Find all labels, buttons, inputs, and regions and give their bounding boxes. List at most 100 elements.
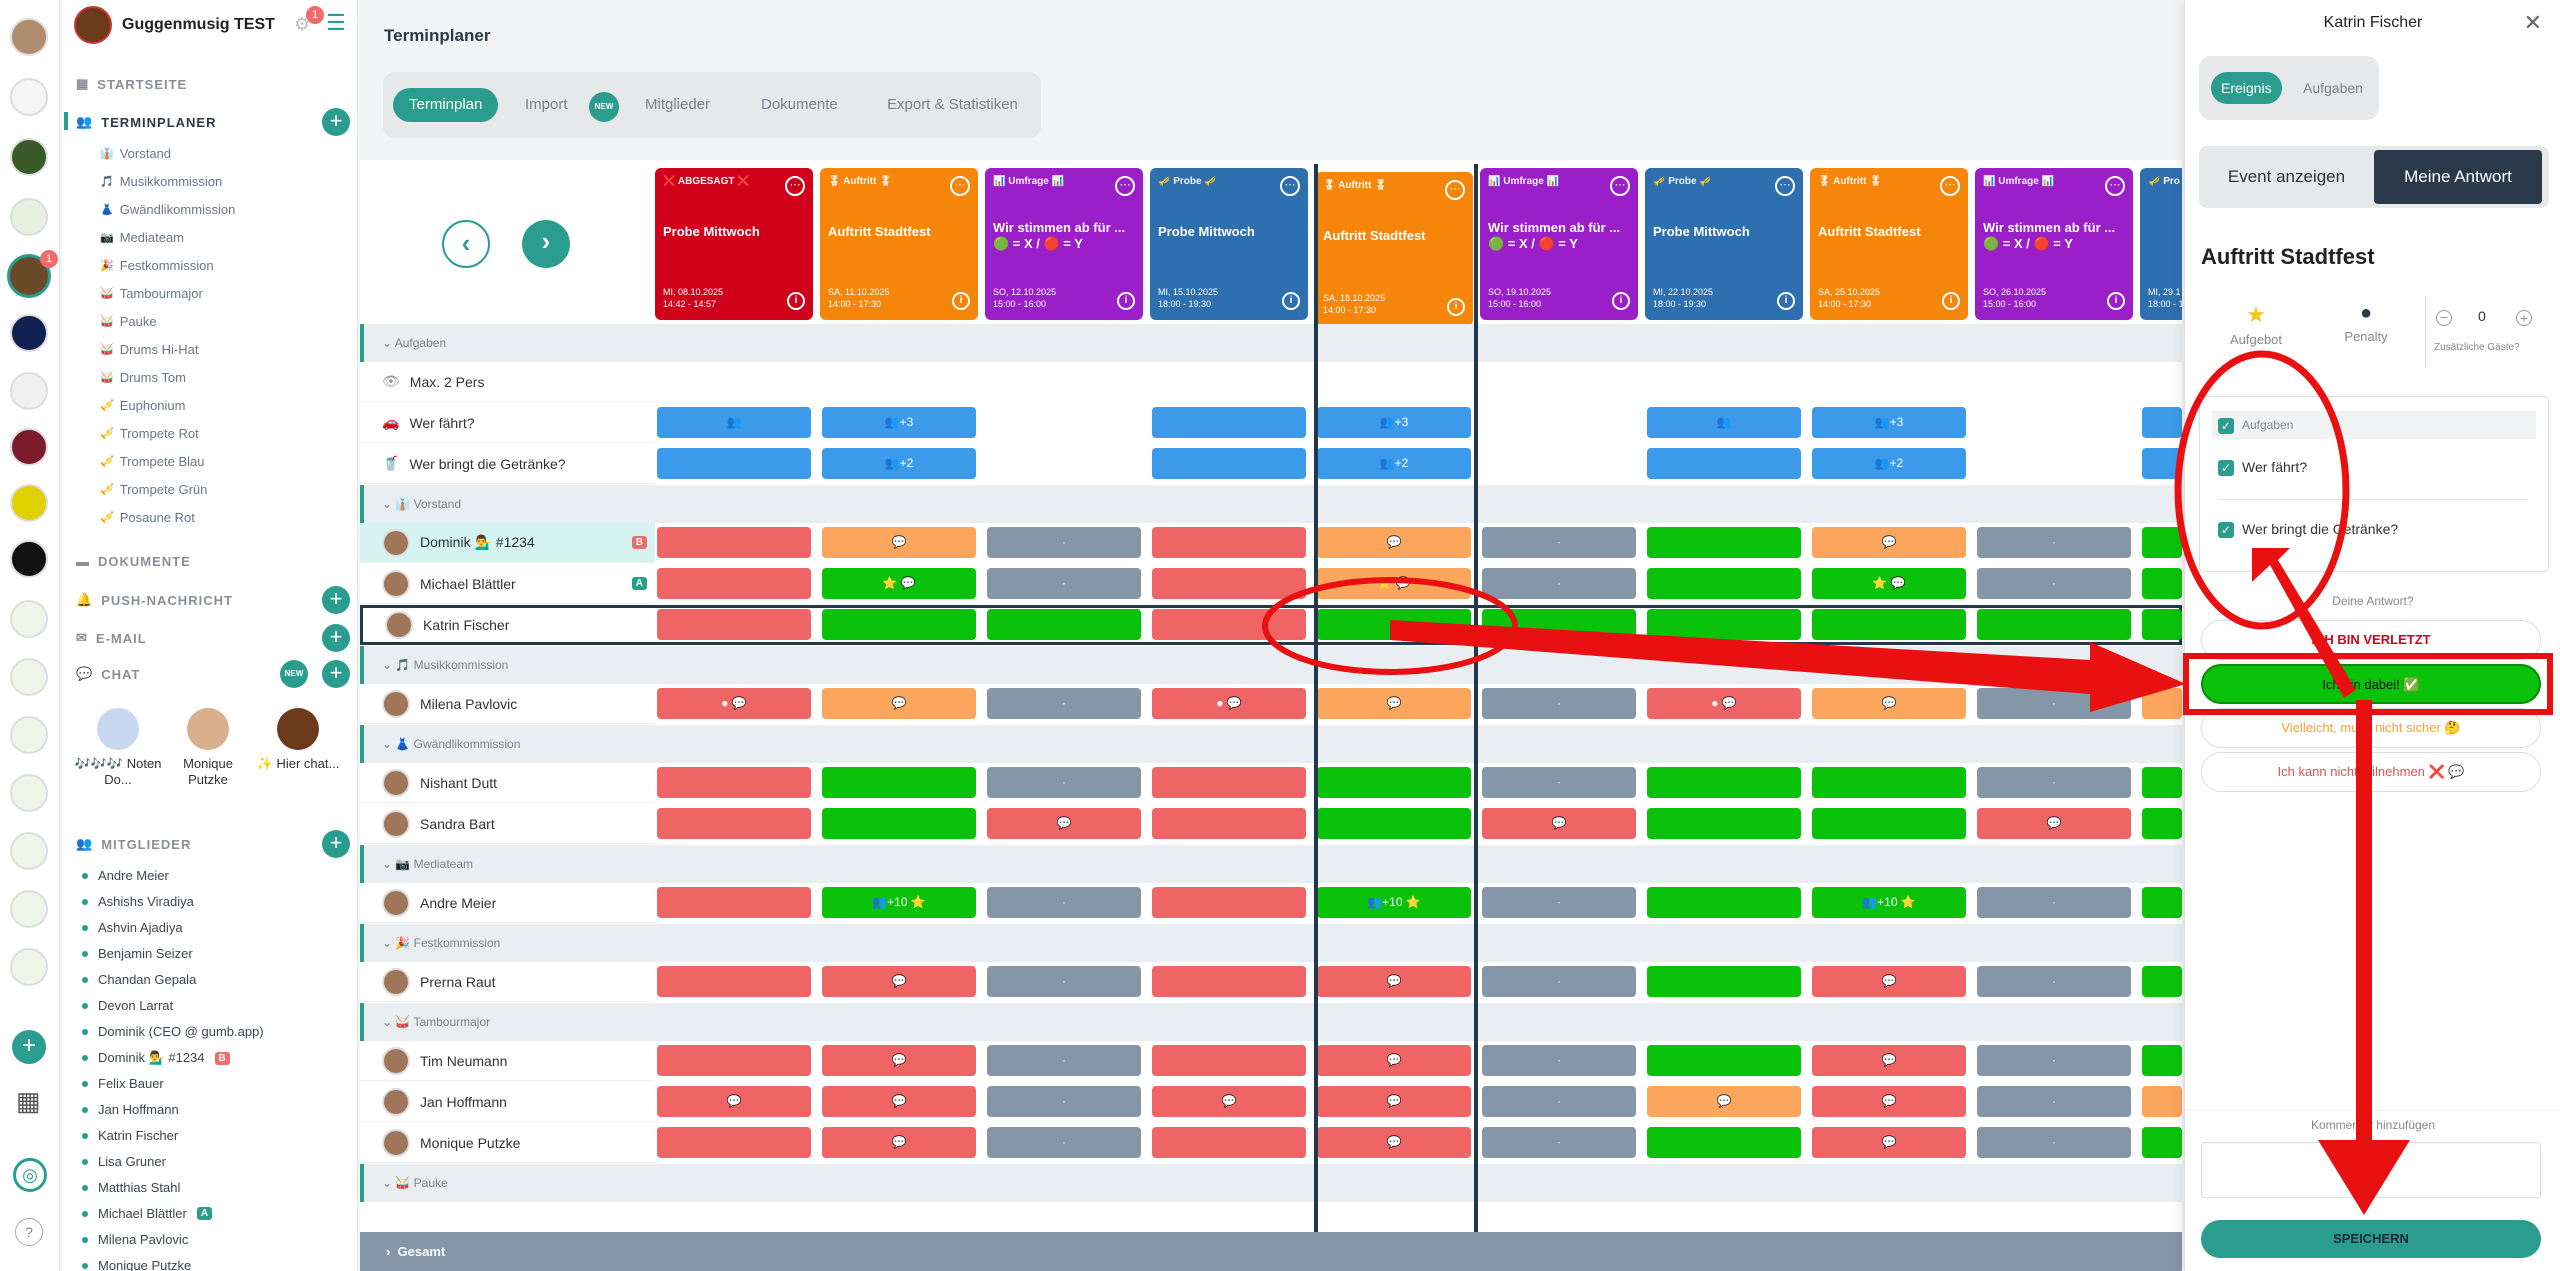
group-header[interactable]: ⌄ Aufgaben (360, 324, 2182, 362)
response-cell[interactable]: 👥+10 ⭐ (822, 887, 976, 918)
member-row[interactable]: Jan Hoffmann (360, 1082, 655, 1122)
info-icon[interactable]: i (1777, 292, 1795, 310)
response-cell[interactable] (1482, 609, 1636, 640)
response-cell[interactable]: ● 💬 (1152, 688, 1306, 719)
member-item[interactable]: Andre Meier (82, 868, 169, 883)
nav-mitglieder[interactable]: 👥 MITGLIEDER (76, 836, 192, 852)
more-icon[interactable]: ⋯ (1940, 176, 1960, 196)
member-item[interactable]: Chandan Gepala (82, 972, 196, 987)
info-icon[interactable]: i (2107, 292, 2125, 310)
response-cell[interactable] (822, 609, 976, 640)
group-header[interactable]: ⌄ 🎵 Musikkommission (360, 646, 2182, 684)
workspace-4[interactable] (10, 314, 48, 352)
response-cell[interactable]: 👥 (657, 407, 811, 438)
response-cell[interactable]: 💬 (987, 808, 1141, 839)
response-cell[interactable]: 💬 (822, 966, 976, 997)
tasks-header[interactable]: ✓ Aufgaben (2212, 411, 2536, 439)
workspace-2[interactable] (10, 138, 48, 176)
more-icon[interactable]: ⋯ (1280, 176, 1300, 196)
member-item[interactable]: Devon Larrat (82, 998, 173, 1013)
response-cell[interactable] (2142, 767, 2182, 798)
add-chat-button[interactable]: + (322, 660, 350, 688)
response-cell[interactable] (822, 767, 976, 798)
response-cell[interactable]: 👥 (1647, 407, 1801, 438)
answer-injured-button[interactable]: ICH BIN VERLETZT (2201, 620, 2541, 660)
response-cell[interactable] (1647, 609, 1801, 640)
hamburger-icon[interactable]: ☰ (326, 10, 346, 35)
response-cell[interactable]: 💬 (1812, 527, 1966, 558)
response-cell[interactable] (1812, 808, 1966, 839)
response-cell[interactable] (657, 609, 811, 640)
member-item[interactable]: Dominik (CEO @ gumb.app) (82, 1024, 264, 1039)
next-icon[interactable]: › (522, 220, 570, 268)
response-cell[interactable]: 💬 (1812, 688, 1966, 719)
response-cell[interactable]: 👥+3 (1317, 407, 1471, 438)
more-icon[interactable]: ⋯ (1775, 176, 1795, 196)
more-icon[interactable]: ⋯ (1445, 180, 1465, 200)
response-cell[interactable] (2142, 688, 2182, 719)
group-header[interactable]: ⌄ 🎉 Festkommission (360, 924, 2182, 962)
response-cell[interactable]: · (987, 568, 1141, 599)
event-card[interactable]: 🎖 Auftritt 🎖 Auftritt Stadtfest SA, 18.10.… (1315, 172, 1473, 326)
member-row[interactable]: Michael Blättler A (360, 564, 655, 604)
response-cell[interactable] (657, 808, 811, 839)
task-row[interactable]: 🚗 Wer fährt? (360, 403, 655, 443)
sidebar-subitem[interactable]: 🥁 Drums Hi-Hat (100, 342, 199, 357)
tab-export[interactable]: Export & Statistiken (887, 96, 1018, 113)
event-anzeigen-button[interactable]: Event anzeigen (2227, 167, 2346, 186)
response-cell[interactable] (1152, 1045, 1306, 1076)
workspace-5[interactable] (10, 372, 48, 410)
more-icon[interactable]: ⋯ (950, 176, 970, 196)
response-cell[interactable]: · (1977, 568, 2131, 599)
response-cell[interactable] (1647, 448, 1801, 479)
response-cell[interactable]: 💬 (1317, 966, 1471, 997)
response-cell[interactable]: · (987, 688, 1141, 719)
tab-import[interactable]: Import (525, 96, 568, 113)
response-cell[interactable] (1647, 1045, 1801, 1076)
response-cell[interactable] (1977, 609, 2131, 640)
response-cell[interactable]: · (1482, 1127, 1636, 1158)
nav-push[interactable]: 🔔 PUSH-NACHRICHT (76, 592, 233, 608)
response-cell[interactable] (657, 568, 811, 599)
response-cell[interactable] (1152, 609, 1306, 640)
response-cell[interactable]: · (987, 1127, 1141, 1158)
response-cell[interactable] (1647, 808, 1801, 839)
response-cell[interactable]: · (1977, 767, 2131, 798)
response-cell[interactable] (2142, 887, 2182, 918)
response-cell[interactable]: 💬 (1152, 1086, 1306, 1117)
workspace-8[interactable] (10, 540, 48, 578)
response-cell[interactable]: · (1977, 1045, 2131, 1076)
tab-dokumente[interactable]: Dokumente (761, 96, 838, 113)
chat-item[interactable]: ✨ Hier chat... (254, 708, 342, 772)
close-icon[interactable]: ✕ (2523, 10, 2542, 35)
member-row[interactable]: Andre Meier (360, 883, 655, 923)
task-row[interactable]: 🥤 Wer bringt die Getränke? (360, 444, 655, 484)
response-cell[interactable]: 💬 (822, 688, 976, 719)
response-cell[interactable] (657, 887, 811, 918)
add-member-button[interactable]: + (322, 830, 350, 858)
response-cell[interactable]: ● 💬 (657, 688, 811, 719)
response-cell[interactable]: ● 💬 (1647, 688, 1801, 719)
event-card[interactable]: 📊 Umfrage 📊 Wir stimmen ab für ... 🟢 = X … (985, 168, 1143, 320)
response-cell[interactable] (2142, 527, 2182, 558)
sidebar-subitem[interactable]: 👔 Vorstand (100, 146, 172, 161)
response-cell[interactable]: 💬 (822, 1045, 976, 1076)
workspace-3[interactable] (10, 198, 48, 236)
response-cell[interactable] (1152, 568, 1306, 599)
plus-icon[interactable]: + (2516, 310, 2532, 326)
workspace-15[interactable] (10, 948, 48, 986)
response-cell[interactable]: ⭐ 💬 (1317, 568, 1471, 599)
response-cell[interactable]: · (987, 887, 1141, 918)
event-card[interactable]: ❌ ABGESAGT ❌ Probe Mittwoch MI, 08.10.2025… (655, 168, 813, 320)
response-cell[interactable]: 💬 (822, 1086, 976, 1117)
response-cell[interactable]: 👥+10 ⭐ (1812, 887, 1966, 918)
response-cell[interactable] (1647, 767, 1801, 798)
response-cell[interactable]: ⭐ 💬 (822, 568, 976, 599)
nav-email[interactable]: ✉ E-MAIL (76, 630, 147, 646)
response-cell[interactable] (657, 1127, 811, 1158)
response-cell[interactable]: 👥+2 (822, 448, 976, 479)
response-cell[interactable] (1317, 609, 1471, 640)
response-cell[interactable] (1812, 609, 1966, 640)
event-card[interactable]: 📊 Umfrage 📊 Wir stimmen ab für ... 🟢 = X … (1975, 168, 2133, 320)
member-row[interactable]: Milena Pavlovic (360, 684, 655, 724)
